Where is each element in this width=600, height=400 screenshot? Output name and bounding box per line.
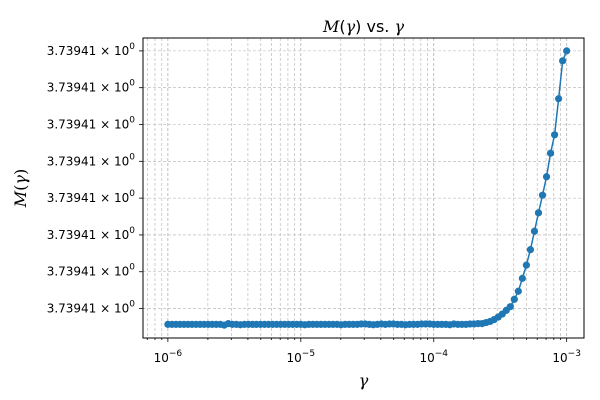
data-point <box>534 209 543 217</box>
data-point <box>550 131 559 139</box>
y-tick-label: 3.73941 × 100 <box>47 79 136 95</box>
y-tick-label: 3.73941 × 100 <box>47 152 136 168</box>
data-point <box>538 191 547 199</box>
x-tick-label: 10−3 <box>552 349 581 365</box>
y-axis-label: M(γ) <box>11 169 30 208</box>
data-point <box>559 57 567 65</box>
y-tick-label: 3.73941 × 100 <box>47 300 136 316</box>
data-point <box>514 287 522 295</box>
data-point <box>555 95 563 103</box>
data-point <box>522 261 530 269</box>
x-tick-label: 10−5 <box>287 349 316 365</box>
data-point <box>518 274 526 282</box>
series-line <box>167 50 568 326</box>
x-tick-label: 10−4 <box>419 349 448 365</box>
data-point <box>563 47 571 55</box>
y-tick-label: 3.73941 × 100 <box>47 263 136 279</box>
grid-lines <box>143 38 584 338</box>
data-point <box>530 227 539 235</box>
plot-frame <box>142 37 585 339</box>
x-axis-label: γ <box>359 371 369 390</box>
y-axis-ticks: 3.73941 × 100 3.73941 × 100 3.73941 × 100 3… <box>47 42 143 316</box>
data-point <box>526 246 535 254</box>
data-point <box>510 295 518 303</box>
chart-title: M(γ) vs. γ <box>322 17 405 36</box>
y-tick-label: 3.73941 × 100 <box>47 226 136 242</box>
data-series <box>164 47 571 329</box>
y-tick-label: 3.73941 × 100 <box>47 42 136 58</box>
x-axis-ticks: 10−6 10−5 10−4 10−3 <box>146 338 581 365</box>
data-point <box>546 149 555 157</box>
data-point <box>506 303 514 311</box>
data-point <box>542 173 551 181</box>
y-tick-label: 3.73941 × 100 <box>47 116 136 132</box>
y-tick-label: 3.73941 × 100 <box>47 189 136 205</box>
series-markers <box>164 47 571 329</box>
x-tick-label: 10−6 <box>154 349 183 365</box>
